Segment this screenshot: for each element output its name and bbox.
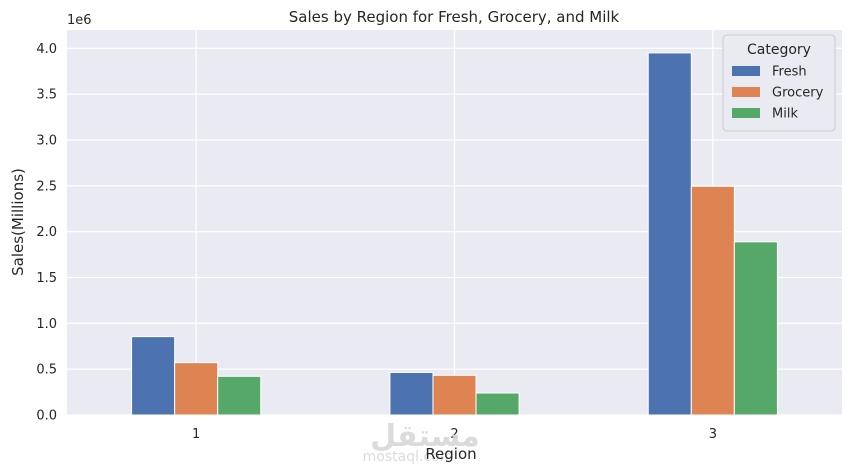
bar-fresh-region-2 <box>389 371 434 416</box>
grid-lines <box>67 30 842 416</box>
legend-label-grocery: Grocery <box>772 86 824 101</box>
y-tick-label: 2.5 <box>36 179 57 194</box>
bars <box>131 52 778 416</box>
x-tick-label: 3 <box>709 427 717 442</box>
y-tick-label: 0.0 <box>36 409 57 424</box>
watermark: مستقل mostaql.com <box>363 419 480 465</box>
x-tick-label: 1 <box>192 427 200 442</box>
bar-milk-region-1 <box>217 375 262 416</box>
bar-fresh-region-3 <box>647 52 692 416</box>
legend-label-milk: Milk <box>772 107 798 122</box>
x-axis-label: Region <box>425 445 476 463</box>
legend-items: Fresh Grocery Milk <box>732 65 824 122</box>
bar-milk-region-3 <box>733 241 778 416</box>
watermark-arabic: مستقل <box>370 419 480 454</box>
legend-box <box>722 34 836 132</box>
chart-title: Sales by Region for Fresh, Grocery, and … <box>289 8 620 26</box>
legend-swatch-grocery <box>732 87 760 97</box>
watermark-latin: mostaql.com <box>363 449 454 465</box>
y-offset-label: 1e6 <box>67 13 92 28</box>
bar-grocery-region-1 <box>174 362 219 416</box>
y-tick-label: 3.5 <box>36 88 57 103</box>
bar-grocery-region-3 <box>690 185 735 416</box>
legend-swatch-milk <box>732 108 760 118</box>
legend-title: Category <box>747 42 811 58</box>
legend-swatch-fresh <box>732 66 760 76</box>
legend: Category Fresh Grocery Milk <box>722 34 836 132</box>
x-tick-label: 2 <box>450 427 458 442</box>
x-tick-labels: 1 2 3 <box>192 427 717 442</box>
y-tick-label: 1.5 <box>36 271 57 286</box>
y-tick-label: 4.0 <box>36 42 57 57</box>
y-axis-label: Sales(Millions) <box>9 168 27 276</box>
y-tick-label: 0.5 <box>36 363 57 378</box>
y-tick-label: 1.0 <box>36 317 57 332</box>
y-tick-label: 2.0 <box>36 225 57 240</box>
bar-milk-region-2 <box>475 392 520 416</box>
bar-fresh-region-1 <box>131 336 176 416</box>
y-tick-labels: 0.0 0.5 1.0 1.5 2.0 2.5 3.0 3.5 4.0 <box>36 42 57 424</box>
bar-grocery-region-2 <box>432 374 477 416</box>
y-tick-label: 3.0 <box>36 134 57 149</box>
legend-label-fresh: Fresh <box>772 65 807 80</box>
